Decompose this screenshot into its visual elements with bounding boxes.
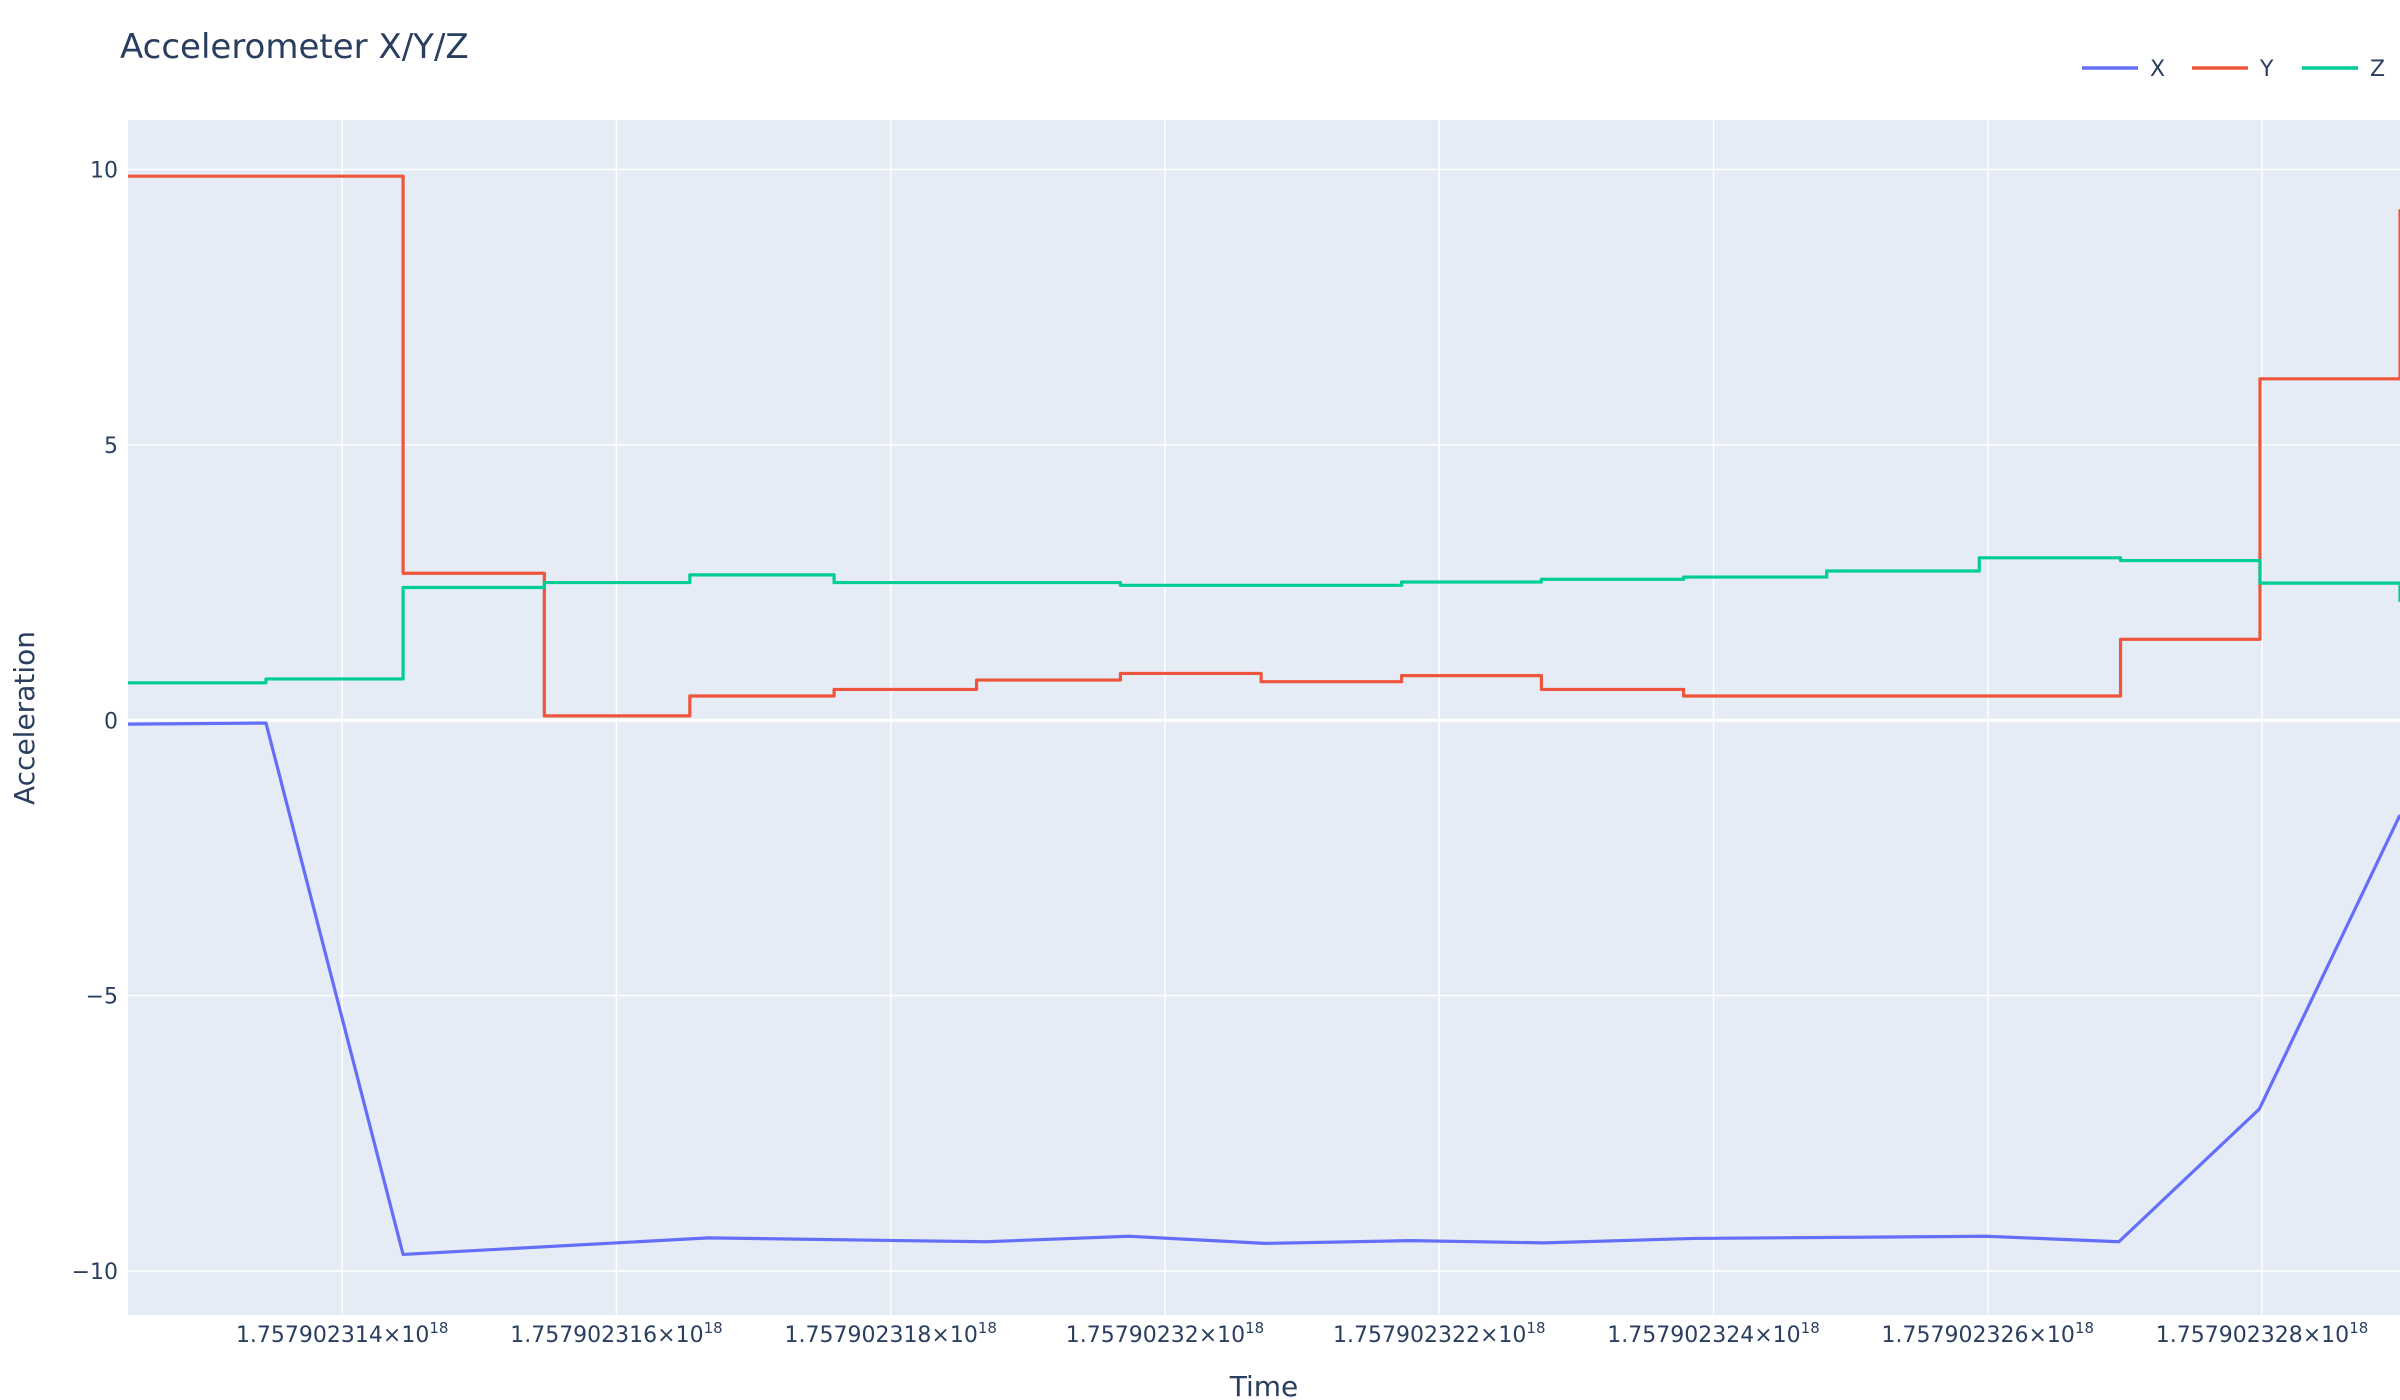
x-tick-exponent: 18 xyxy=(978,1319,997,1337)
y-tick-labels: 10 5 0 −5 −10 xyxy=(72,159,118,1285)
x-tick-label: 1.757902326×1018 xyxy=(1882,1319,2095,1348)
x-axis-title: Time xyxy=(1229,1370,1299,1400)
y-tick-label: −10 xyxy=(72,1260,118,1285)
x-tick-label: 1.757902318×1018 xyxy=(784,1319,997,1348)
x-tick-label: 1.757902324×1018 xyxy=(1607,1319,1820,1348)
x-tick-exponent: 18 xyxy=(1526,1319,1545,1337)
plot-area xyxy=(128,120,2400,1315)
y-axis-title: Acceleration xyxy=(8,631,41,805)
legend-item-z[interactable]: Z xyxy=(2302,57,2385,82)
y-tick-label: 0 xyxy=(104,709,118,734)
x-tick-exponent: 18 xyxy=(704,1319,723,1337)
legend-item-x[interactable]: X xyxy=(2082,57,2165,82)
x-tick-exponent: 18 xyxy=(429,1319,448,1337)
legend-label: Z xyxy=(2370,57,2385,82)
grid xyxy=(128,120,2400,1315)
x-tick-exponent: 18 xyxy=(1801,1319,1820,1337)
x-tick-label: 1.757902328×1018 xyxy=(2156,1319,2369,1348)
x-tick-mantissa: 1.757902324×10 xyxy=(1607,1323,1800,1348)
x-tick-label: 1.757902316×1018 xyxy=(510,1319,723,1348)
x-tick-label: 1.75790232×1018 xyxy=(1066,1319,1265,1348)
legend[interactable]: X Y Z xyxy=(2082,57,2385,82)
legend-label: Y xyxy=(2259,57,2274,82)
x-tick-exponent: 18 xyxy=(1245,1319,1264,1337)
x-tick-label: 1.757902322×1018 xyxy=(1333,1319,1546,1348)
x-tick-label: 1.757902314×1018 xyxy=(236,1319,449,1348)
x-tick-mantissa: 1.757902322×10 xyxy=(1333,1323,1526,1348)
series-group xyxy=(127,174,2400,1257)
series-line-y xyxy=(128,174,2400,718)
x-tick-mantissa: 1.75790232×10 xyxy=(1066,1323,1245,1348)
x-tick-mantissa: 1.757902314×10 xyxy=(236,1323,429,1348)
y-tick-label: −5 xyxy=(86,985,118,1010)
x-tick-mantissa: 1.757902316×10 xyxy=(510,1323,703,1348)
series-line-z xyxy=(128,556,2400,685)
x-tick-labels: 1.757902314×1018 1.757902316×1018 1.757902… xyxy=(236,1319,2368,1348)
x-tick-mantissa: 1.757902318×10 xyxy=(784,1323,977,1348)
y-tick-label: 10 xyxy=(90,159,118,184)
legend-item-y[interactable]: Y xyxy=(2192,57,2274,82)
legend-label: X xyxy=(2150,57,2165,82)
x-tick-mantissa: 1.757902328×10 xyxy=(2156,1323,2349,1348)
chart-title: Accelerometer X/Y/Z xyxy=(120,27,469,67)
x-tick-exponent: 18 xyxy=(2075,1319,2094,1337)
x-tick-mantissa: 1.757902326×10 xyxy=(1882,1323,2075,1348)
x-tick-exponent: 18 xyxy=(2349,1319,2368,1337)
series-line-x xyxy=(127,721,2400,1257)
y-tick-label: 5 xyxy=(104,434,118,459)
